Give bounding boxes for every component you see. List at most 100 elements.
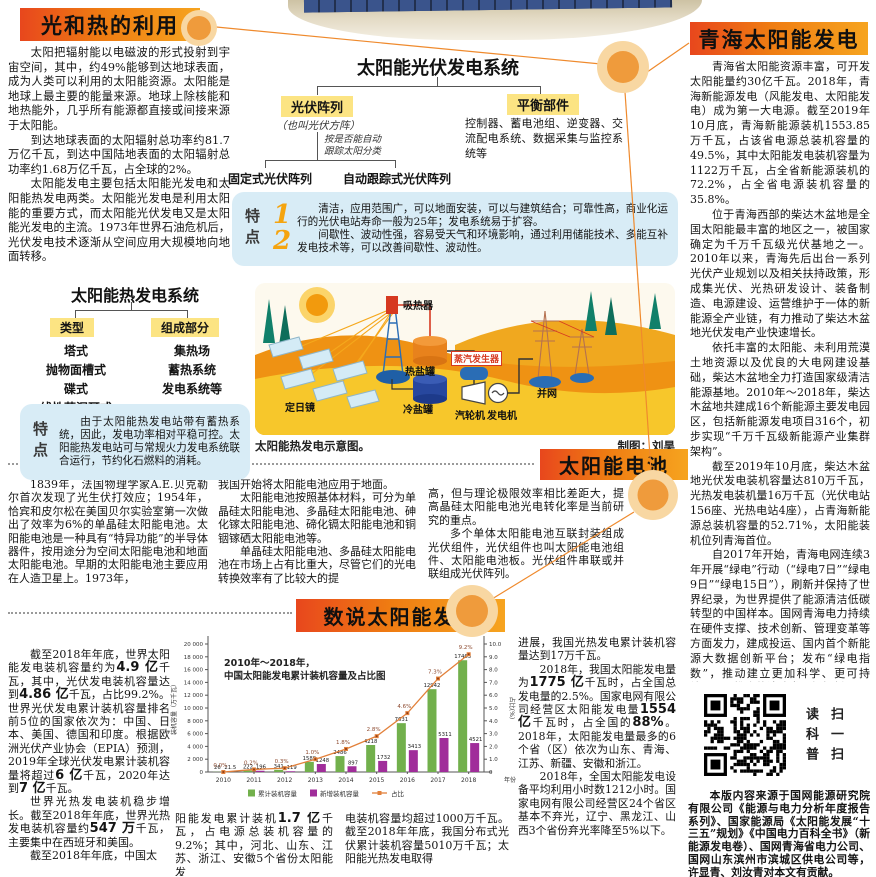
thermal-type-node: 类型 xyxy=(50,318,95,337)
qr-caption: 读科普 扫一扫 xyxy=(798,707,848,767)
caption-text: 太阳能热发电示意图。 xyxy=(255,439,370,453)
solar-cell-col2: 我国开始将太阳能电池应用于地面。 太阳能电池按照基体材料，可分为单晶硅太阳能电池… xyxy=(218,478,416,585)
divider xyxy=(8,463,534,465)
svg-text:7.3%: 7.3% xyxy=(428,670,442,676)
svg-text:6.0: 6.0 xyxy=(489,693,498,699)
svg-text:2014: 2014 xyxy=(338,777,353,784)
solar-cell-col1: 1839年，法国物理学家A.E.贝克勒尔首次发现了光生伏打效应；1954年，恰宾… xyxy=(8,478,208,585)
svg-text:341: 341 xyxy=(274,764,284,770)
cold-tank-label: 冷盐罐 xyxy=(403,405,433,416)
banner-light-heat-label: 光和热的利用 xyxy=(41,13,179,38)
divider xyxy=(8,612,292,614)
svg-text:26: 26 xyxy=(214,765,221,771)
svg-text:2013: 2013 xyxy=(308,777,323,784)
svg-text:14 000: 14 000 xyxy=(184,680,204,686)
pv-leaf-fixed: 固定式光伏阵列 xyxy=(228,172,313,186)
svg-text:9.0: 9.0 xyxy=(489,655,498,661)
svg-text:2.0: 2.0 xyxy=(489,744,498,750)
pv-feature-item: 2 间歇性、波动性强，容易受天气和环境影响，通过利用储能技术、多能互补发电技术等… xyxy=(273,226,668,256)
svg-text:5.0: 5.0 xyxy=(489,706,498,712)
svg-text:222: 222 xyxy=(243,765,253,771)
pv-classify-note: 按是否能自动 跟踪太阳分类 xyxy=(324,134,382,157)
heliostat-label: 定日镜 xyxy=(285,403,315,414)
pv-balance-node: 平衡部件 xyxy=(507,94,580,115)
svg-text:8.0: 8.0 xyxy=(489,668,498,674)
list-item: 发电系统等 xyxy=(161,382,222,396)
hot-tank-label: 热盐罐 xyxy=(405,367,435,378)
svg-text:2016: 2016 xyxy=(400,777,415,784)
svg-text:占比(%): 占比(%) xyxy=(508,697,516,719)
qr-caption-left: 读科普 xyxy=(803,707,818,767)
pv-feature-item: 1 清洁，应用范围广，可以地面安装，可以与建筑结合；可靠性高，商业化运行的光伏电… xyxy=(273,200,668,230)
svg-text:1732: 1732 xyxy=(377,755,390,761)
intro-paragraph: 太阳能发电主要包括太阳能光发电和太阳能热发电两类。太阳能光发电是利用太阳能的重要… xyxy=(8,177,230,264)
svg-text:8 000: 8 000 xyxy=(187,719,203,725)
svg-text:5311: 5311 xyxy=(438,732,451,738)
list-item: 塔式 xyxy=(63,344,88,358)
pv-features-label: 特点 xyxy=(243,208,261,250)
svg-text:16 000: 16 000 xyxy=(184,668,204,674)
svg-text:3.0: 3.0 xyxy=(489,732,498,738)
svg-text:2011: 2011 xyxy=(246,777,261,784)
svg-text:119: 119 xyxy=(287,765,297,771)
svg-text:0.3%: 0.3% xyxy=(275,759,289,765)
thermal-system-diagram: 太阳能热发电系统 类型 组成部分 塔式 抛物面槽式 碟式 线性菲涅耳式 集热场 … xyxy=(18,282,252,482)
svg-text:4.0: 4.0 xyxy=(489,719,498,725)
feature-number: 1 xyxy=(273,200,292,230)
svg-text:21.5: 21.5 xyxy=(224,765,236,771)
steam-generator-label: 蒸汽发生器 xyxy=(451,351,503,366)
banner-light-heat: 光和热的利用 xyxy=(20,8,200,41)
svg-text:4.6%: 4.6% xyxy=(397,704,411,710)
intro-paragraph: 太阳把辐射能以电磁波的形式投射到宇宙空间，其中，约49%能够到达地球表面，成为人… xyxy=(8,46,230,132)
svg-text:0: 0 xyxy=(489,770,493,776)
turbine-label: 汽轮机 xyxy=(455,411,485,422)
pv-features-box: 特点 1 清洁，应用范围广，可以地面安装，可以与建筑结合；可靠性高，商业化运行的… xyxy=(232,192,678,266)
svg-text:中国太阳能发电累计装机容量及占比图: 中国太阳能发电累计装机容量及占比图 xyxy=(224,670,386,682)
grid-connect-label: 并网 xyxy=(537,389,557,400)
list-item: 碟式 xyxy=(63,382,88,396)
svg-text:196: 196 xyxy=(256,765,267,771)
svg-text:1.0: 1.0 xyxy=(489,757,498,763)
svg-text:9.2%: 9.2% xyxy=(459,645,473,651)
svg-text:17463: 17463 xyxy=(454,654,471,660)
installed-capacity-chart: 0 2 000 4 000 6 000 8 000 10 000 12 000 14 000 1… xyxy=(166,630,516,812)
generator-label: 发电机 xyxy=(487,411,517,422)
absorber-label: 吸热器 xyxy=(403,301,433,312)
top-photo-solar-panels xyxy=(288,0,702,40)
svg-text:2017: 2017 xyxy=(430,777,445,784)
thermal-illustration: 吸热器 定日镜 热盐罐 蒸汽发生器 冷盐罐 汽轮机 发电机 并网 xyxy=(255,283,675,435)
svg-text:0: 0 xyxy=(200,770,204,776)
svg-text:0.2%: 0.2% xyxy=(244,760,258,766)
capacity-chart-svg: 0 2 000 4 000 6 000 8 000 10 000 12 000 14 000 1… xyxy=(170,636,516,798)
svg-text:0.0%: 0.0% xyxy=(213,763,227,769)
svg-text:897: 897 xyxy=(348,760,358,766)
svg-text:2018: 2018 xyxy=(461,777,476,784)
svg-text:2010年～2018年，: 2010年～2018年， xyxy=(224,657,315,669)
stats-col4: 进展，我国光热发电累计装机容量达到17万千瓦。 2018年，我国太阳能发电量为1… xyxy=(518,636,676,837)
svg-text:占比: 占比 xyxy=(391,789,405,798)
thermal-diagram-title: 太阳能热发电系统 xyxy=(70,286,199,305)
banner-stats: 数说太阳能发电 xyxy=(296,599,505,632)
svg-text:7631: 7631 xyxy=(395,717,408,723)
pv-array-node: 光伏阵列 xyxy=(281,96,354,117)
pv-system-diagram: 太阳能光伏发电系统 光伏阵列 （也叫光伏方阵） 按是否能自动 跟踪太阳分类 固定… xyxy=(228,52,680,270)
svg-text:装机容量（万千瓦）: 装机容量（万千瓦） xyxy=(170,681,178,735)
list-item: 蓄热系统 xyxy=(167,363,216,377)
svg-text:12 000: 12 000 xyxy=(184,693,204,699)
qr-code-svg xyxy=(704,694,786,776)
qr-block: 读科普 扫一扫 xyxy=(704,692,870,782)
list-item: 集热场 xyxy=(173,344,210,358)
list-item: 抛物面槽式 xyxy=(45,363,106,377)
pv-array-alias: （也叫光伏方阵） xyxy=(276,120,360,132)
svg-text:4521: 4521 xyxy=(469,737,482,743)
intro-paragraph: 到达地球表面的太阳辐射总功率约81.7万亿千瓦，到达中国陆地表面的太阳辐射总功率… xyxy=(8,133,230,176)
svg-text:累计装机容量: 累计装机容量 xyxy=(258,789,298,798)
banner-solar-cell: 太阳能电池 xyxy=(540,449,688,480)
svg-text:2486: 2486 xyxy=(333,750,347,756)
svg-text:2012: 2012 xyxy=(277,777,292,784)
pv-leaf-tracking: 自动跟踪式光伏阵列 xyxy=(342,172,451,186)
svg-text:2015: 2015 xyxy=(369,777,384,784)
thermal-feature-text: 由于太阳能热发电站带有蓄热系统，因此，发电功率相对平稳可控。太阳能热发电站可与常… xyxy=(59,416,240,467)
svg-text:4 000: 4 000 xyxy=(187,744,203,750)
svg-text:2.8%: 2.8% xyxy=(367,727,381,733)
